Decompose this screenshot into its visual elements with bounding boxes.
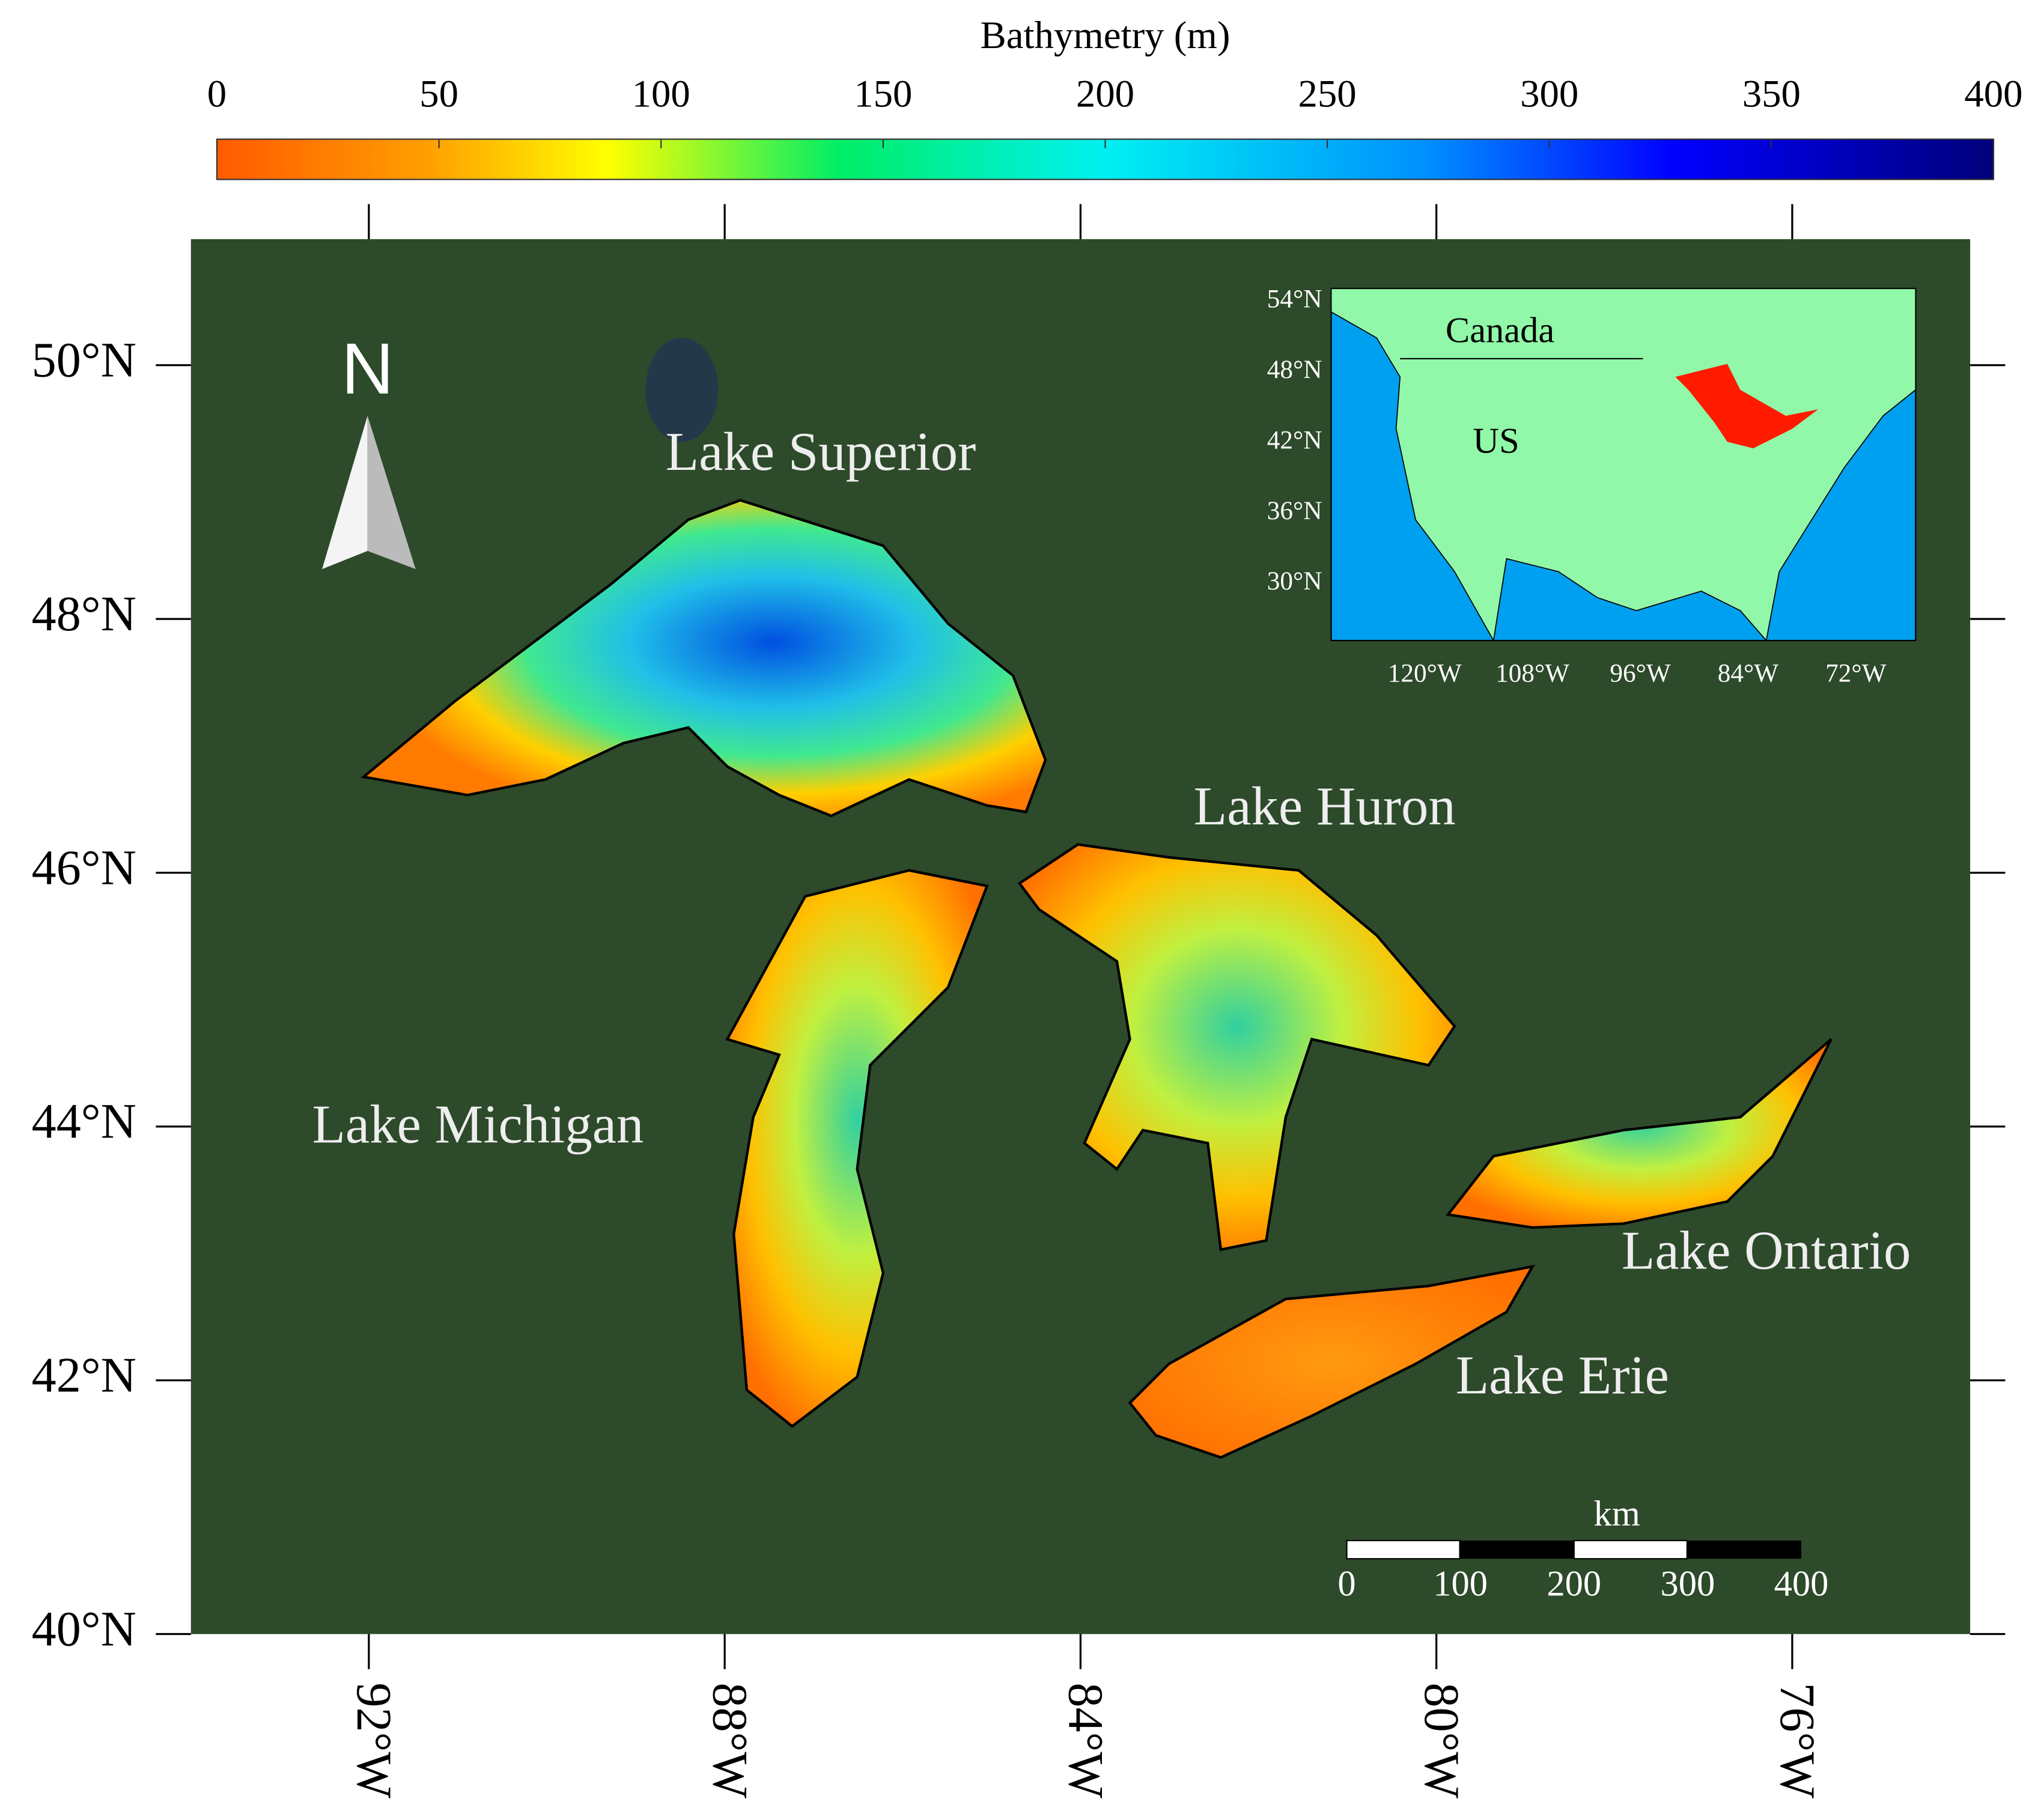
lakes: [360, 499, 1833, 1459]
country-label: Canada: [1446, 311, 1555, 351]
lake-huron: [1017, 843, 1456, 1252]
colorbar-tick-label: 200: [1076, 72, 1134, 115]
lake-label: Lake Michigan: [312, 1094, 643, 1155]
inset-lon-label: 84°W: [1718, 659, 1779, 687]
lake-label: Lake Huron: [1194, 776, 1456, 836]
scale-tick-label: 300: [1661, 1564, 1715, 1604]
colorbar-tick-label: 400: [1964, 72, 2022, 115]
lake-nipigon: [645, 338, 719, 442]
lake-michigan: [725, 869, 989, 1428]
colorbar-tick-label: 250: [1298, 72, 1356, 115]
lon-label: 88°W: [702, 1683, 757, 1799]
lon-label: 76°W: [1770, 1683, 1825, 1799]
scale-tick-label: 200: [1547, 1564, 1601, 1604]
lake-label: Lake Ontario: [1622, 1220, 1911, 1280]
lon-label: 80°W: [1414, 1683, 1469, 1799]
lat-label: 40°N: [32, 1601, 136, 1656]
lake-erie: [1128, 1264, 1535, 1459]
country-label: US: [1473, 421, 1519, 461]
colorbar-tick-label: 50: [419, 72, 458, 115]
colorbar-title: Bathymetry (m): [981, 14, 1231, 57]
scale-tick-label: 400: [1774, 1564, 1829, 1604]
inset-lon-label: 108°W: [1495, 659, 1569, 687]
lake-label: Lake Superior: [666, 421, 976, 482]
north-label: N: [341, 327, 394, 409]
colorbar-tick-label: 150: [854, 72, 912, 115]
lat-label: 46°N: [32, 840, 136, 895]
colorbar-tick-label: 300: [1520, 72, 1578, 115]
lake-superior: [360, 499, 1047, 818]
scale-unit: km: [1593, 1494, 1640, 1534]
inset-lat-label: 36°N: [1267, 496, 1322, 525]
inset-lat-label: 30°N: [1267, 567, 1322, 595]
scale-bar: [1346, 1539, 1802, 1560]
lat-label: 42°N: [32, 1348, 136, 1402]
inset: [1330, 288, 1917, 642]
inset-lat-label: 48°N: [1267, 355, 1322, 384]
lat-label: 44°N: [32, 1094, 136, 1149]
inset-lon-label: 96°W: [1610, 659, 1671, 687]
colorbar-tick-label: 350: [1742, 72, 1801, 115]
inset-lat-label: 42°N: [1267, 425, 1322, 454]
colorbar-tick-label: 0: [207, 72, 227, 115]
lake-label: Lake Erie: [1456, 1345, 1669, 1405]
lat-label: 50°N: [32, 333, 136, 388]
scale-tick-label: 0: [1337, 1564, 1355, 1604]
lon-label: 84°W: [1059, 1683, 1113, 1799]
inset-lon-label: 72°W: [1825, 659, 1887, 687]
inset-lat-label: 54°N: [1267, 285, 1322, 314]
inset-lon-label: 120°W: [1388, 659, 1462, 687]
lon-label: 92°W: [347, 1683, 401, 1799]
colorbar-tick-label: 100: [632, 72, 690, 115]
scale-tick-label: 100: [1433, 1564, 1488, 1604]
lat-label: 48°N: [32, 586, 136, 641]
lake-ontario: [1446, 1038, 1833, 1229]
